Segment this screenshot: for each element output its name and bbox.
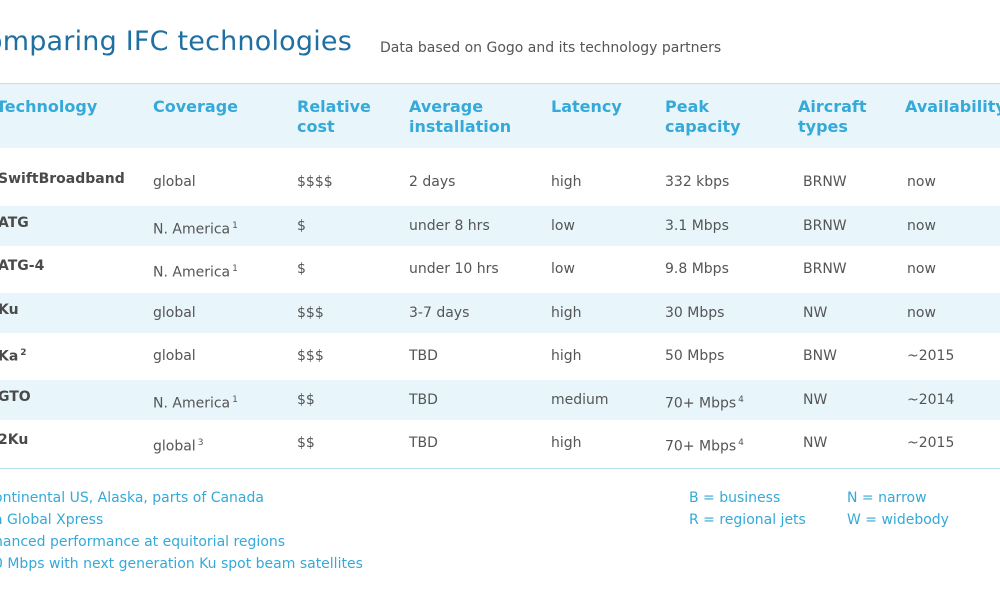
cell-availability: ~2015 (907, 435, 955, 451)
cell-coverage: N. America 1 (153, 395, 238, 412)
legend-narrow: N = narrow (847, 490, 927, 506)
cell-latency: high (551, 435, 582, 451)
cell-installation: 3-7 days (409, 305, 470, 321)
header-peak-capacity: Peak capacity (665, 97, 741, 136)
legend-widebody: W = widebody (847, 512, 949, 528)
page-subtitle: Data based on Gogo and its technology pa… (380, 40, 722, 56)
table-header (0, 83, 1000, 148)
cell-relative-cost: $$$ (297, 305, 324, 321)
footnote-4: 0 Mbps with next generation Ku spot beam… (0, 556, 363, 572)
cell-latency: high (551, 174, 582, 190)
cell-installation: under 10 hrs (409, 261, 499, 277)
cell-installation: 2 days (409, 174, 456, 190)
footnote-1: ontinental US, Alaska, parts of Canada (0, 490, 264, 506)
cell-relative-cost: $ (297, 218, 306, 234)
cell-technology: Ka 2 (0, 348, 27, 365)
cell-technology: Ku (0, 302, 19, 318)
cell-aircraft-types: NW (803, 435, 828, 451)
legend-business: B = business (689, 490, 781, 506)
cell-peak-capacity: 332 kbps (665, 174, 730, 190)
cell-coverage: N. America 1 (153, 221, 238, 238)
cell-availability: ~2014 (907, 392, 955, 408)
cell-aircraft-types: BRNW (803, 261, 847, 277)
cell-technology: GTO (0, 389, 31, 405)
cell-coverage: N. America 1 (153, 264, 238, 281)
cell-peak-capacity: 3.1 Mbps (665, 218, 729, 234)
table-row: ATG-4 N. America 1 $ under 10 hrs low 9.8 Mbps… (0, 249, 1000, 289)
table-row: 2Ku global 3 $$ TBD high 70+ Mbps 4 NW ~2015 (0, 423, 1000, 463)
footnote-marker: 2 (20, 348, 27, 358)
cell-relative-cost: $ (297, 261, 306, 277)
cell-latency: low (551, 261, 575, 277)
header-availability: Availability (905, 97, 1000, 116)
cell-coverage: global (153, 174, 196, 190)
header-average-installation: Average installation (409, 97, 512, 136)
cell-installation: TBD (409, 435, 438, 451)
cell-latency: high (551, 305, 582, 321)
cell-coverage: global 3 (153, 438, 204, 455)
footnote-marker: 4 (738, 438, 744, 448)
table-bottom-rule (0, 468, 1000, 469)
cell-availability: now (907, 174, 936, 190)
cell-installation: under 8 hrs (409, 218, 490, 234)
header-technology: Technology (0, 97, 98, 116)
cell-latency: medium (551, 392, 609, 408)
cell-coverage: global (153, 305, 196, 321)
footnote-marker: 1 (232, 264, 238, 274)
cell-aircraft-types: BNW (803, 348, 837, 364)
footnote-2: a Global Xpress (0, 512, 104, 528)
page-title: omparing IFC technologies (0, 26, 352, 57)
footnote-marker: 4 (738, 395, 744, 405)
legend-regional-jets: R = regional jets (689, 512, 806, 528)
header-coverage: Coverage (153, 97, 239, 116)
cell-peak-capacity: 9.8 Mbps (665, 261, 729, 277)
cell-peak-capacity: 70+ Mbps 4 (665, 438, 744, 455)
cell-availability: now (907, 261, 936, 277)
header-latency: Latency (551, 97, 622, 116)
cell-aircraft-types: NW (803, 392, 828, 408)
cell-aircraft-types: NW (803, 305, 828, 321)
table-row: ATG N. America 1 $ under 8 hrs low 3.1 Mbps BRN… (0, 206, 1000, 246)
cell-technology: SwiftBroadband (0, 171, 125, 187)
table-row: SwiftBroadband global $$$$ 2 days high 332 kb… (0, 162, 1000, 202)
cell-relative-cost: $$ (297, 392, 315, 408)
cell-technology: ATG (0, 215, 29, 231)
footnote-marker: 1 (232, 395, 238, 405)
header-aircraft-types: Aircraft types (798, 97, 867, 136)
table-row: GTO N. America 1 $$ TBD medium 70+ Mbps 4 NW ~201… (0, 380, 1000, 420)
cell-technology: 2Ku (0, 432, 29, 448)
cell-relative-cost: $$$$ (297, 174, 333, 190)
cell-technology: ATG-4 (0, 258, 45, 274)
cell-availability: now (907, 305, 936, 321)
cell-aircraft-types: BRNW (803, 218, 847, 234)
cell-peak-capacity: 70+ Mbps 4 (665, 395, 744, 412)
footnote-3: hanced performance at equitorial regions (0, 534, 286, 550)
table-row: Ka 2 global $$$ TBD high 50 Mbps BNW ~2015 (0, 336, 1000, 376)
header-relative-cost: Relative cost (297, 97, 371, 136)
cell-relative-cost: $$ (297, 435, 315, 451)
footnote-marker: 3 (197, 438, 204, 448)
cell-availability: ~2015 (907, 348, 955, 364)
footnote-marker: 1 (232, 221, 238, 231)
cell-latency: low (551, 218, 575, 234)
cell-installation: TBD (409, 392, 438, 408)
cell-peak-capacity: 50 Mbps (665, 348, 725, 364)
cell-relative-cost: $$$ (297, 348, 324, 364)
cell-coverage: global (153, 348, 196, 364)
table-row: Ku global $$$ 3-7 days high 30 Mbps NW now (0, 293, 1000, 333)
cell-availability: now (907, 218, 936, 234)
cell-latency: high (551, 348, 582, 364)
cell-peak-capacity: 30 Mbps (665, 305, 725, 321)
cell-installation: TBD (409, 348, 438, 364)
cell-aircraft-types: BRNW (803, 174, 847, 190)
